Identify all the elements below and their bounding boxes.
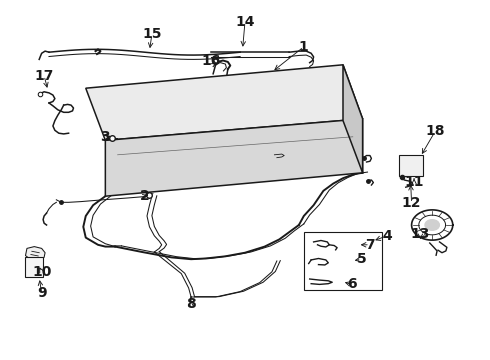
Text: 18: 18 bbox=[425, 125, 445, 138]
Polygon shape bbox=[25, 247, 45, 260]
Circle shape bbox=[425, 220, 440, 230]
Bar bbox=[399, 155, 423, 176]
Text: 11: 11 bbox=[404, 175, 424, 189]
Text: 14: 14 bbox=[235, 15, 255, 28]
Text: 7: 7 bbox=[365, 238, 375, 252]
Polygon shape bbox=[343, 65, 363, 173]
Text: 17: 17 bbox=[34, 69, 54, 82]
Bar bbox=[304, 232, 382, 290]
Polygon shape bbox=[105, 119, 363, 196]
Text: 6: 6 bbox=[347, 278, 357, 291]
Text: 15: 15 bbox=[142, 27, 162, 41]
Text: 4: 4 bbox=[382, 229, 392, 243]
Text: 13: 13 bbox=[411, 227, 430, 241]
Text: 10: 10 bbox=[32, 265, 51, 279]
Text: 9: 9 bbox=[37, 287, 47, 300]
Bar bbox=[24, 257, 43, 277]
Text: 2: 2 bbox=[140, 189, 149, 203]
Text: 3: 3 bbox=[100, 130, 110, 144]
Text: 12: 12 bbox=[402, 197, 421, 210]
Text: 16: 16 bbox=[201, 54, 220, 68]
Text: 8: 8 bbox=[186, 297, 196, 311]
Polygon shape bbox=[86, 65, 363, 140]
Text: 5: 5 bbox=[357, 252, 367, 266]
Text: 1: 1 bbox=[299, 40, 309, 54]
